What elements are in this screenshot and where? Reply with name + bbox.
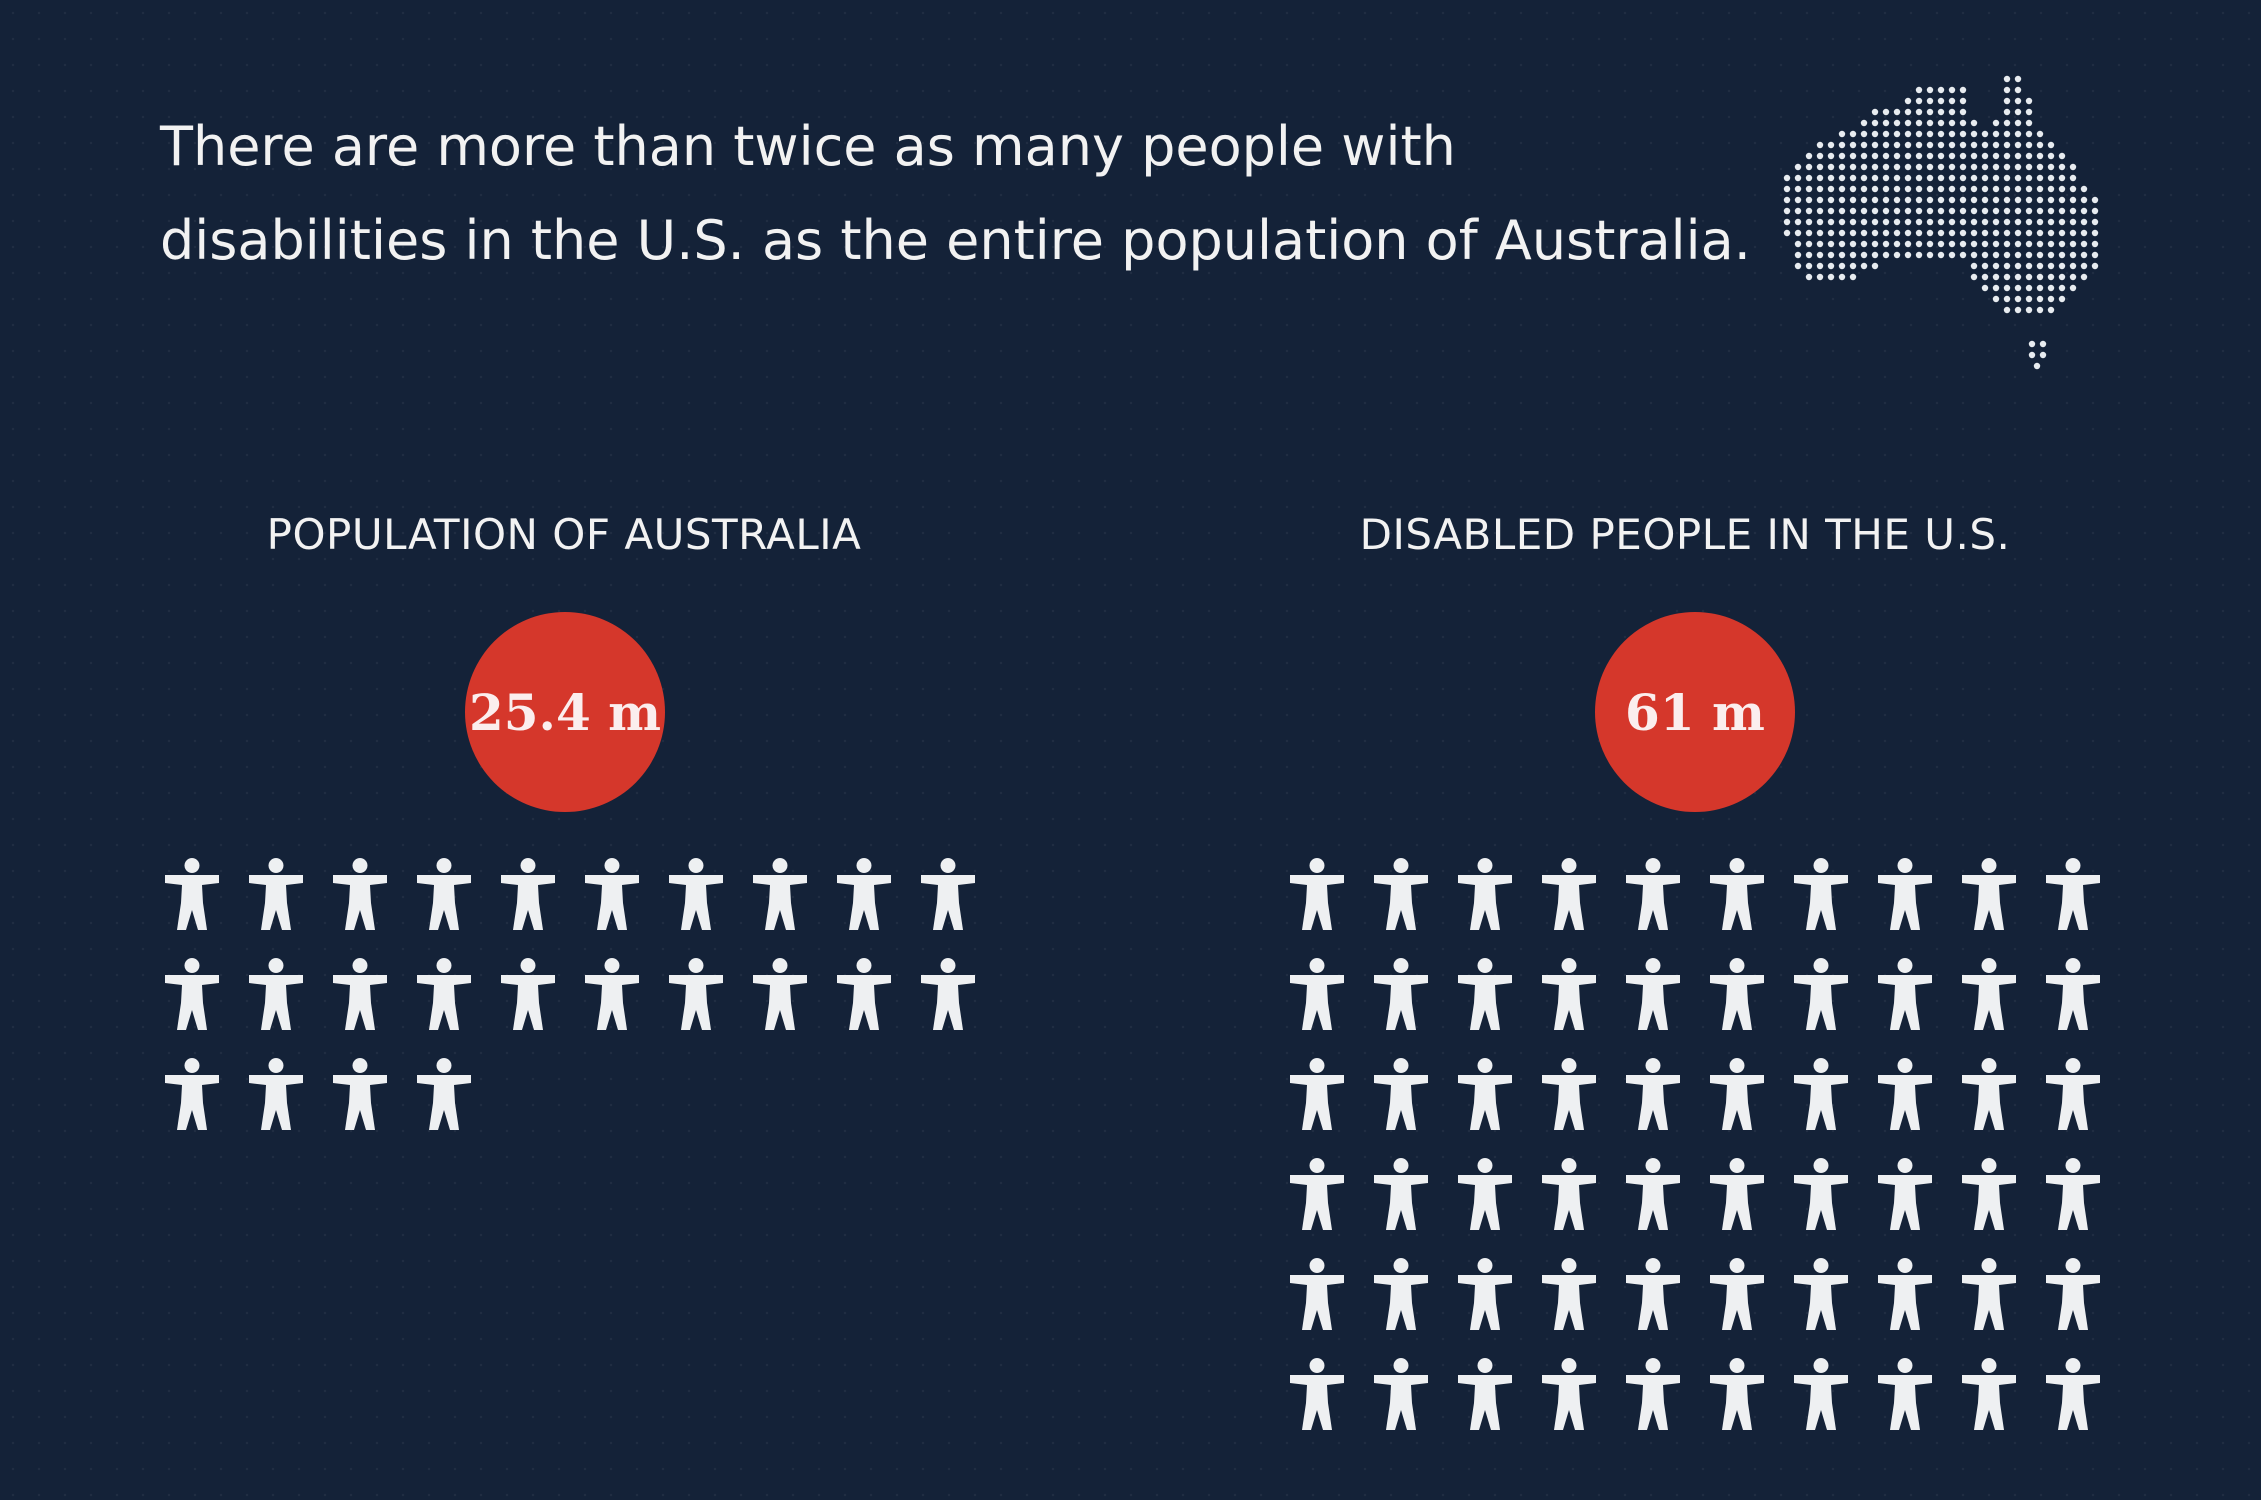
person-icon	[1626, 958, 1680, 1030]
person-icon	[1710, 858, 1764, 930]
person-icon	[1458, 1158, 1512, 1230]
australia-people-grid	[165, 858, 975, 1130]
person-icon	[1290, 1258, 1344, 1330]
person-icon	[1962, 858, 2016, 930]
person-icon	[669, 958, 723, 1030]
person-icon	[2046, 1058, 2100, 1130]
person-icon	[417, 958, 471, 1030]
person-icon	[1290, 858, 1344, 930]
person-icon	[2046, 958, 2100, 1030]
person-icon	[1878, 858, 1932, 930]
person-icon	[2046, 1358, 2100, 1430]
person-icon	[1458, 1258, 1512, 1330]
us-disabled-label: DISABLED PEOPLE IN THE U.S.	[1359, 510, 2011, 559]
person-icon	[837, 858, 891, 930]
person-icon	[1962, 1358, 2016, 1430]
person-icon	[1290, 958, 1344, 1030]
person-icon	[1542, 958, 1596, 1030]
person-icon	[1794, 1258, 1848, 1330]
australia-population-label: POPULATION OF AUSTRALIA	[266, 510, 862, 559]
person-icon	[249, 958, 303, 1030]
person-icon	[1962, 958, 2016, 1030]
person-icon	[837, 958, 891, 1030]
person-icon	[2046, 858, 2100, 930]
person-icon	[501, 858, 555, 930]
person-icon	[1878, 1158, 1932, 1230]
person-icon	[921, 858, 975, 930]
person-icon	[1878, 1358, 1932, 1430]
person-icon	[1542, 858, 1596, 930]
person-icon	[1542, 1358, 1596, 1430]
person-icon	[1710, 1258, 1764, 1330]
person-icon	[1542, 1158, 1596, 1230]
person-icon	[1962, 1258, 2016, 1330]
person-icon	[753, 858, 807, 930]
person-icon	[333, 958, 387, 1030]
person-icon	[1374, 1258, 1428, 1330]
person-icon	[1626, 1358, 1680, 1430]
person-icon	[1374, 958, 1428, 1030]
australia-population-value: 25.4 m	[465, 612, 665, 812]
headline: There are more than twice as many people…	[160, 115, 1751, 272]
person-icon	[165, 858, 219, 930]
person-icon	[1878, 1258, 1932, 1330]
person-icon	[1794, 1058, 1848, 1130]
person-icon	[1374, 858, 1428, 930]
person-icon	[753, 958, 807, 1030]
person-icon	[417, 858, 471, 930]
person-icon	[1878, 958, 1932, 1030]
person-icon	[1710, 958, 1764, 1030]
person-icon	[921, 958, 975, 1030]
person-icon	[1542, 1258, 1596, 1330]
person-icon	[2046, 1258, 2100, 1330]
person-icon	[333, 858, 387, 930]
us-disabled-people-grid	[1290, 858, 2100, 1430]
person-icon	[1794, 1158, 1848, 1230]
person-icon	[669, 858, 723, 930]
person-icon	[417, 1058, 471, 1130]
person-icon	[1710, 1058, 1764, 1130]
person-icon	[333, 1058, 387, 1130]
person-icon	[1710, 1358, 1764, 1430]
person-icon	[1962, 1058, 2016, 1130]
person-icon	[165, 1058, 219, 1130]
person-icon	[1626, 1258, 1680, 1330]
person-icon	[1626, 1058, 1680, 1130]
person-icon	[1374, 1158, 1428, 1230]
person-icon	[249, 858, 303, 930]
australia-dot-map-icon	[1783, 75, 2099, 370]
person-icon	[1542, 1058, 1596, 1130]
person-icon	[1290, 1358, 1344, 1430]
person-icon	[1290, 1058, 1344, 1130]
person-icon	[1626, 1158, 1680, 1230]
person-icon	[1374, 1058, 1428, 1130]
person-icon	[1458, 1358, 1512, 1430]
person-icon	[165, 958, 219, 1030]
person-icon	[585, 858, 639, 930]
person-icon	[1626, 858, 1680, 930]
person-icon	[585, 958, 639, 1030]
person-icon	[1290, 1158, 1344, 1230]
person-icon	[1878, 1058, 1932, 1130]
person-icon	[249, 1058, 303, 1130]
us-disabled-value: 61 m	[1595, 612, 1795, 812]
person-icon	[1458, 958, 1512, 1030]
person-icon	[1794, 858, 1848, 930]
person-icon	[501, 958, 555, 1030]
person-icon	[1458, 1058, 1512, 1130]
person-icon	[2046, 1158, 2100, 1230]
person-icon	[1374, 1358, 1428, 1430]
person-icon	[1794, 1358, 1848, 1430]
person-icon	[1710, 1158, 1764, 1230]
person-icon	[1962, 1158, 2016, 1230]
person-icon	[1458, 858, 1512, 930]
person-icon	[1794, 958, 1848, 1030]
